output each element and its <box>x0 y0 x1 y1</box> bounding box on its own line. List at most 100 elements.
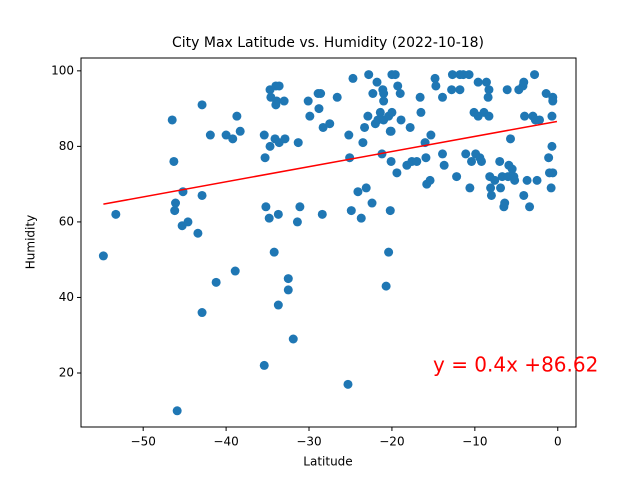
point <box>519 77 529 87</box>
point <box>345 153 355 163</box>
point <box>385 206 395 216</box>
point <box>228 134 238 144</box>
point <box>260 153 270 163</box>
point <box>548 96 558 106</box>
point <box>438 92 448 102</box>
point <box>547 111 557 121</box>
point <box>426 130 436 140</box>
y-axis-label: Humidity <box>24 215 38 269</box>
point <box>361 183 371 193</box>
y-tick-label: 80 <box>59 139 74 153</box>
point <box>530 70 540 80</box>
point <box>111 209 121 219</box>
point <box>384 247 394 257</box>
y-tick-label: 40 <box>59 290 74 304</box>
point <box>343 379 353 389</box>
point <box>288 334 298 344</box>
point <box>363 111 373 121</box>
point <box>532 175 542 185</box>
point <box>368 89 378 99</box>
point <box>169 156 179 166</box>
x-tick-label: −20 <box>379 435 404 449</box>
point <box>415 92 425 102</box>
point <box>486 183 496 193</box>
point <box>265 141 275 151</box>
point <box>292 217 302 227</box>
point <box>465 183 475 193</box>
x-tick-label: −50 <box>131 435 156 449</box>
point <box>205 130 215 140</box>
point <box>344 130 354 140</box>
point <box>425 175 435 185</box>
y-tick-label: 60 <box>59 214 74 228</box>
point <box>305 111 315 121</box>
point <box>452 172 462 182</box>
plot-frame <box>80 57 577 428</box>
point <box>547 141 557 151</box>
point <box>273 209 283 219</box>
point <box>483 92 493 102</box>
point <box>473 77 483 87</box>
x-tick-label: −30 <box>296 435 321 449</box>
point <box>386 156 396 166</box>
point <box>235 126 245 136</box>
point <box>356 213 366 223</box>
point <box>172 406 182 416</box>
point <box>395 89 405 99</box>
point <box>455 85 465 95</box>
point <box>317 209 327 219</box>
point <box>171 198 181 208</box>
point <box>197 100 207 110</box>
point <box>544 153 554 163</box>
point <box>353 187 363 197</box>
point <box>264 213 274 223</box>
point <box>379 89 389 99</box>
point <box>393 81 403 91</box>
point <box>316 89 326 99</box>
point <box>259 360 269 370</box>
point <box>507 164 517 174</box>
point <box>332 92 342 102</box>
point <box>387 107 397 117</box>
point <box>232 111 242 121</box>
point <box>392 168 402 178</box>
point <box>221 130 231 140</box>
point <box>490 175 500 185</box>
point <box>364 70 374 80</box>
point <box>430 73 440 83</box>
point <box>405 122 415 132</box>
point <box>230 266 240 276</box>
point <box>522 175 532 185</box>
point <box>505 134 515 144</box>
point <box>386 126 396 136</box>
point <box>295 202 305 212</box>
point <box>535 115 545 125</box>
point <box>416 107 426 117</box>
x-tick-label: −10 <box>462 435 487 449</box>
point <box>314 104 324 114</box>
point <box>396 115 406 125</box>
point <box>548 168 558 178</box>
point <box>279 96 289 106</box>
chart-title: City Max Latitude vs. Humidity (2022-10-… <box>172 35 484 51</box>
point <box>283 285 293 295</box>
point <box>271 100 281 110</box>
point <box>193 228 203 238</box>
point <box>525 202 535 212</box>
point <box>486 190 496 200</box>
point <box>447 70 457 80</box>
point <box>496 183 506 193</box>
point <box>481 77 491 87</box>
point <box>269 247 279 257</box>
point <box>259 130 269 140</box>
point <box>541 89 551 99</box>
point <box>520 111 530 121</box>
x-tick-label: −40 <box>213 435 238 449</box>
point <box>476 156 486 166</box>
point <box>325 119 335 129</box>
x-axis-label: Latitude <box>303 455 352 469</box>
point <box>293 138 303 148</box>
regression-line <box>103 120 558 205</box>
point <box>439 160 449 170</box>
point <box>98 251 108 261</box>
